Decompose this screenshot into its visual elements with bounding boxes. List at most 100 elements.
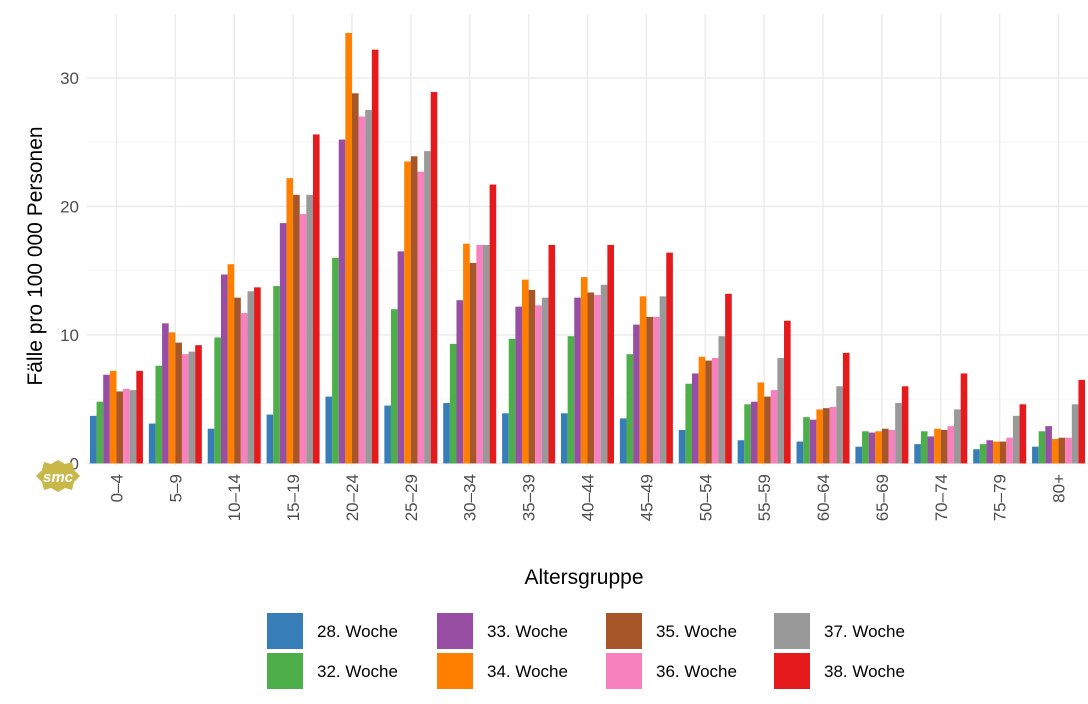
bar (567, 336, 575, 464)
bar (220, 274, 228, 464)
bar (508, 338, 516, 464)
legend-swatch (267, 653, 303, 689)
bar (809, 419, 817, 464)
bar (574, 297, 581, 464)
bar (89, 415, 97, 464)
bar (764, 396, 771, 464)
bar (1038, 431, 1046, 464)
legend-label: 28. Woche (317, 622, 398, 641)
bar (737, 440, 745, 464)
bar (1032, 446, 1039, 464)
bar (443, 403, 450, 464)
x-tick-label: 75–79 (991, 474, 1010, 521)
bar (594, 295, 601, 464)
bar (875, 431, 882, 464)
legend-item: 38. Woche (774, 653, 905, 689)
bars (89, 32, 1086, 464)
bar (947, 426, 955, 464)
bar (979, 444, 987, 464)
bar (430, 92, 438, 464)
legend-label: 37. Woche (824, 622, 905, 641)
y-axis-ticks: 0 10 20 30 (60, 69, 79, 473)
bar (254, 287, 261, 464)
x-tick-label: 30–34 (461, 474, 480, 521)
x-tick-label: 25–29 (402, 474, 421, 521)
bar (397, 251, 405, 464)
smc-logo: smc (36, 460, 80, 492)
bar (868, 432, 876, 464)
bar (515, 306, 522, 464)
bar (123, 388, 130, 464)
x-axis-ticks: 0–4 5–9 10–14 15–19 20–24 25–29 30–34 35–39 40–4… (107, 474, 1068, 521)
bar (162, 323, 169, 464)
bar (646, 316, 654, 464)
y-tick-label: 10 (60, 326, 79, 345)
bar (234, 297, 241, 464)
bar (279, 223, 287, 464)
x-tick-label: 35–39 (520, 474, 539, 521)
legend-swatch (606, 653, 642, 689)
bar (1045, 426, 1052, 464)
bar (489, 184, 497, 464)
bar (541, 297, 549, 464)
bar (750, 401, 758, 464)
bar (954, 409, 961, 464)
bar (920, 431, 928, 464)
bar (390, 309, 398, 464)
bar (960, 373, 968, 464)
x-tick-label: 80+ (1050, 474, 1069, 503)
legend-label: 35. Woche (656, 622, 737, 641)
bar (207, 428, 215, 464)
y-tick-label: 0 (70, 454, 79, 473)
bar (332, 257, 339, 464)
bar (168, 332, 176, 464)
bar (345, 32, 352, 464)
bar (371, 49, 379, 464)
bar (744, 404, 751, 464)
bar (895, 403, 902, 464)
x-tick-label: 10–14 (225, 474, 244, 521)
bar (195, 345, 202, 464)
bar (718, 336, 726, 464)
bar (247, 291, 255, 464)
y-tick-label: 30 (60, 69, 79, 88)
legend-swatch (774, 653, 810, 689)
bar (901, 386, 909, 464)
bar (273, 286, 280, 464)
bar (881, 428, 889, 464)
bar (469, 262, 477, 464)
bar (986, 440, 994, 464)
bar (626, 354, 634, 464)
bar (587, 292, 595, 464)
bar (299, 214, 307, 464)
bar (993, 441, 1000, 464)
legend-swatch (267, 613, 303, 649)
bar (770, 390, 778, 464)
bar (725, 293, 732, 464)
bar (449, 343, 457, 464)
bar (181, 354, 189, 464)
legend: 28. Woche 32. Woche 33. Woche 34. Woche 35. … (267, 613, 905, 689)
bar (784, 320, 791, 464)
bar (1065, 437, 1072, 464)
bar (404, 161, 411, 464)
x-tick-label: 45–49 (637, 474, 656, 521)
bar (711, 358, 719, 464)
bar (312, 134, 320, 464)
bar (306, 194, 313, 464)
bar (973, 449, 980, 464)
bar (463, 243, 470, 464)
bar (1019, 404, 1027, 464)
bar (1006, 437, 1013, 464)
bar (410, 156, 418, 464)
bar (561, 413, 568, 464)
bar (607, 244, 614, 464)
bar (862, 431, 869, 464)
bar (358, 116, 366, 464)
y-tick-label: 20 (60, 197, 79, 216)
x-tick-label: 5–9 (166, 474, 185, 502)
bar (136, 370, 143, 464)
bar (1012, 415, 1020, 464)
legend-item: 34. Woche (437, 653, 568, 689)
bar (855, 446, 863, 464)
